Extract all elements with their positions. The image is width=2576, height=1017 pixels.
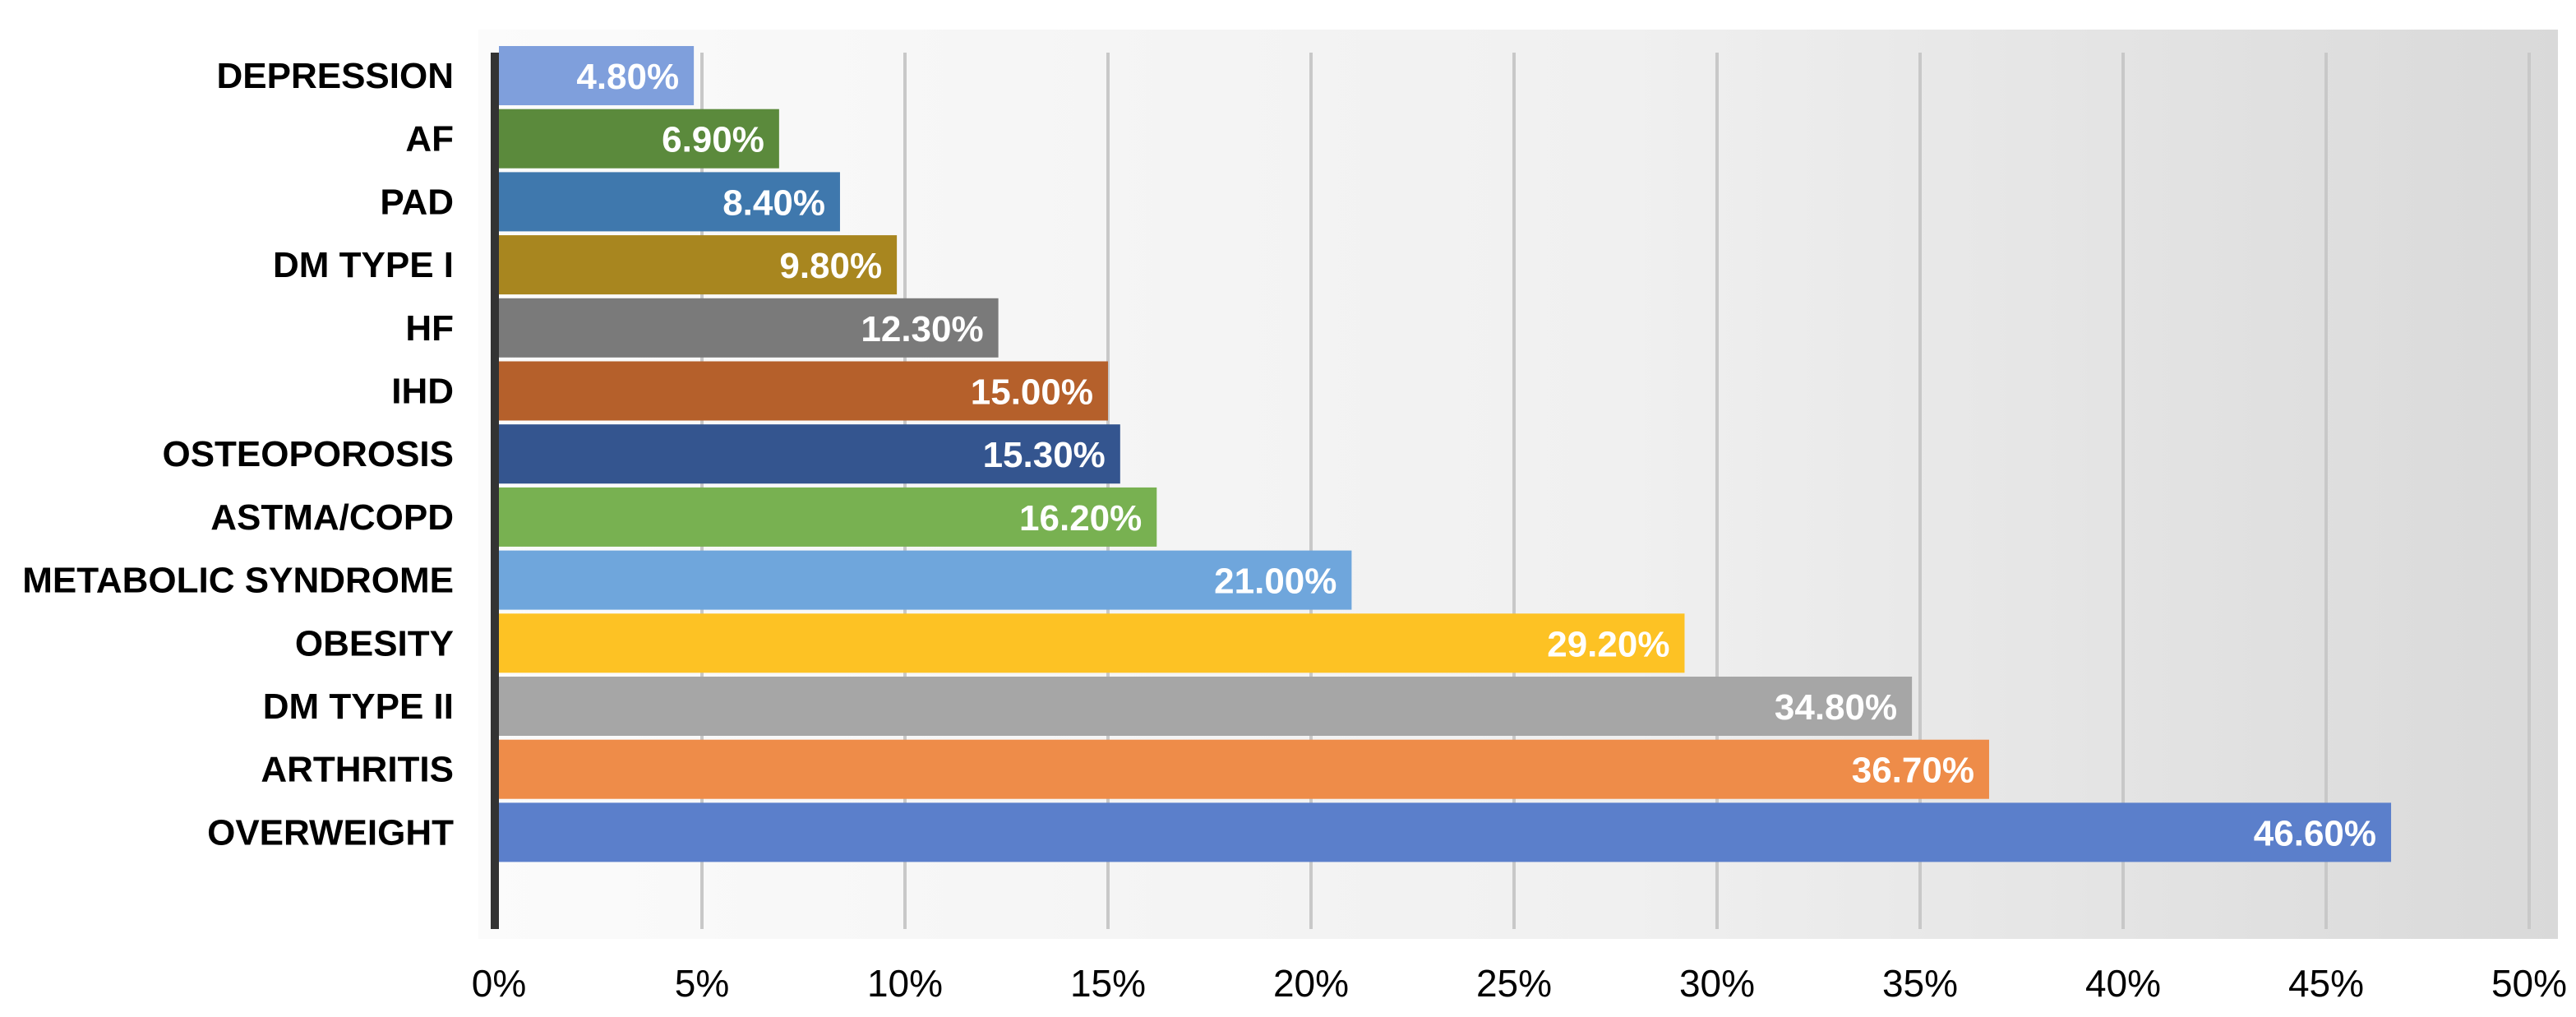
bar [499,235,898,295]
bar [499,802,2392,862]
category-label: OBESITY [295,623,454,663]
bar [499,298,999,358]
bar [499,677,1913,736]
bar [499,109,779,169]
category-label: ASTMA/COPD [210,497,454,538]
category-label: AF [405,119,454,159]
plot-background [478,30,2558,939]
category-label: DM TYPE II [263,686,454,727]
bar [499,424,1120,484]
y-axis-line [491,53,499,929]
bar [499,613,1685,673]
bar [499,487,1157,547]
data-label: 6.90% [662,120,764,160]
category-label: OVERWEIGHT [207,812,454,853]
x-tick-label: 10% [867,962,943,1005]
bar [499,550,1352,610]
data-label: 21.00% [1214,562,1336,602]
data-label: 9.80% [779,246,882,286]
bar [499,361,1108,421]
gridlines [700,53,2531,929]
data-label: 8.40% [722,183,825,223]
x-tick-labels: 0% 5% 10% 15% 20% 25% 30% 35% 40% 45% 50% [472,962,2567,1005]
bar [499,46,695,105]
category-label: DEPRESSION [216,56,454,96]
bar [499,172,840,232]
data-label: 36.70% [1852,751,1974,791]
category-label: DM TYPE I [273,245,454,285]
category-label: OSTEOPOROSIS [162,434,454,474]
x-tick-label: 5% [675,962,729,1005]
data-label: 12.30% [861,309,983,349]
x-tick-label: 0% [472,962,526,1005]
x-tick-label: 45% [2288,962,2364,1005]
x-tick-label: 30% [1679,962,1755,1005]
data-label: 15.00% [971,372,1093,413]
category-label: METABOLIC SYNDROME [22,561,454,601]
data-label: 29.20% [1547,624,1669,664]
category-label: IHD [391,372,454,412]
category-labels: DEPRESSION AF PAD DM TYPE I HF IHD OSTEOPOROSI… [22,56,454,853]
x-tick-label: 35% [1882,962,1958,1005]
data-label: 4.80% [576,57,679,97]
data-label: 16.20% [1019,498,1142,539]
x-tick-label: 40% [2085,962,2161,1005]
data-labels: 4.80% 6.90% 8.40% 9.80% 12.30% 15.00% 15.30% 16… [576,57,2376,853]
bars [499,46,2392,862]
data-label: 34.80% [1775,687,1897,728]
category-label: PAD [380,182,454,222]
x-tick-label: 15% [1070,962,1146,1005]
category-label: HF [405,308,454,349]
category-label: ARTHRITIS [261,750,454,790]
x-tick-label: 20% [1273,962,1349,1005]
x-tick-label: 25% [1476,962,1552,1005]
bar [499,739,1989,799]
data-label: 46.60% [2254,813,2376,853]
data-label: 15.30% [983,435,1106,475]
x-tick-label: 50% [2491,962,2567,1005]
